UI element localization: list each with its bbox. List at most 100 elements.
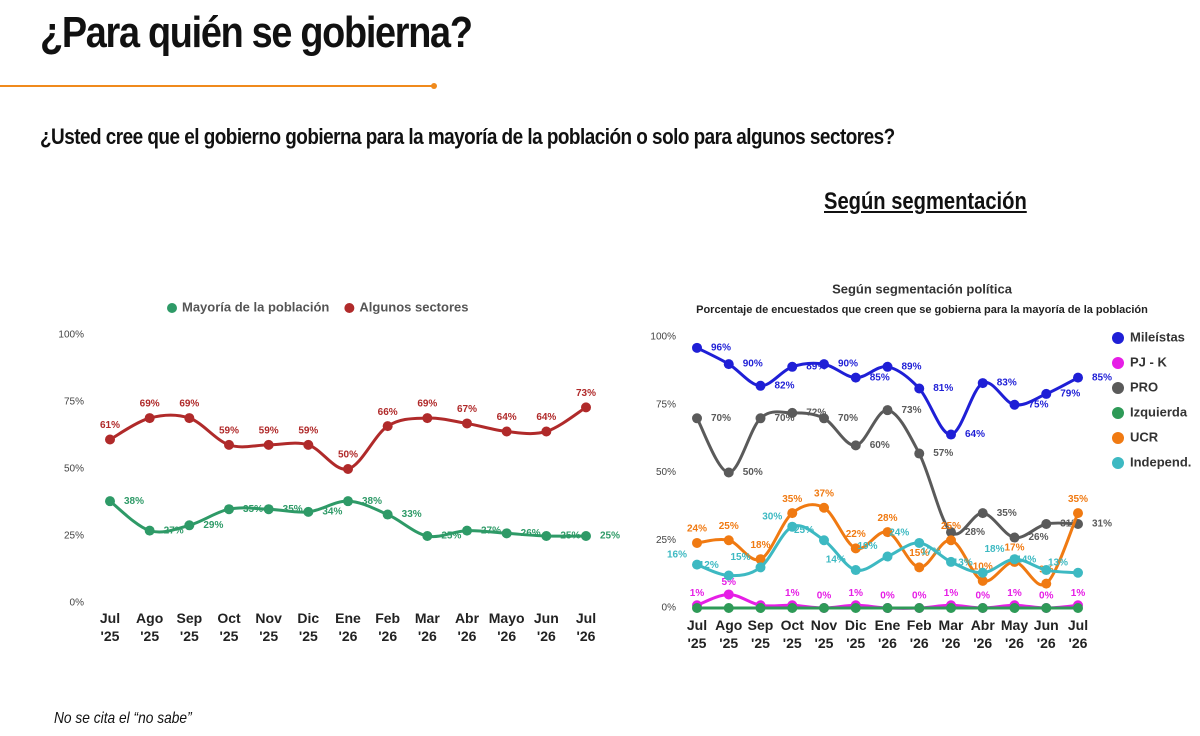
data-point bbox=[850, 565, 861, 576]
data-label: 1% bbox=[849, 588, 864, 599]
legend-label: Mayoría de la población bbox=[182, 299, 329, 314]
data-label: 85% bbox=[870, 372, 890, 383]
data-label: 18% bbox=[984, 544, 1004, 555]
data-label: 25% bbox=[560, 531, 580, 542]
data-point bbox=[946, 603, 956, 613]
data-label: 19% bbox=[857, 541, 877, 552]
data-label: 83% bbox=[997, 378, 1017, 389]
data-point bbox=[581, 531, 591, 541]
data-label: 25% bbox=[719, 521, 739, 532]
data-point bbox=[882, 361, 893, 372]
data-point bbox=[692, 413, 702, 424]
x-tick-label: Jul '25 bbox=[99, 610, 121, 644]
data-point bbox=[105, 496, 115, 507]
data-point bbox=[501, 426, 512, 437]
data-point bbox=[692, 537, 702, 548]
data-label: 13% bbox=[953, 557, 973, 568]
data-label: 27% bbox=[481, 525, 501, 536]
data-point bbox=[755, 562, 766, 573]
data-point bbox=[946, 535, 956, 546]
data-point bbox=[382, 509, 393, 520]
data-point bbox=[1009, 554, 1020, 565]
data-point bbox=[501, 528, 512, 539]
data-point bbox=[144, 525, 155, 536]
data-label: 10% bbox=[973, 562, 993, 573]
data-point bbox=[105, 434, 115, 445]
y-tick-label: 0% bbox=[70, 598, 85, 609]
data-label: 13% bbox=[1048, 557, 1068, 568]
data-point bbox=[1041, 565, 1052, 576]
data-label: 25% bbox=[941, 521, 961, 532]
data-label: 72% bbox=[806, 408, 826, 419]
data-label: 15% bbox=[730, 552, 750, 563]
data-label: 35% bbox=[283, 504, 303, 515]
data-point bbox=[723, 535, 734, 546]
data-label: 1% bbox=[944, 588, 959, 599]
data-label: 27% bbox=[164, 525, 184, 536]
data-label: 69% bbox=[140, 399, 160, 410]
data-label: 22% bbox=[846, 529, 866, 540]
data-point bbox=[787, 361, 798, 372]
data-label: 28% bbox=[965, 527, 985, 538]
y-tick-label: 75% bbox=[656, 399, 676, 410]
page-title: ¿Para quién se gobierna? bbox=[40, 8, 473, 57]
data-point bbox=[541, 531, 552, 541]
data-point bbox=[541, 426, 552, 437]
x-tick-label: Jul '26 bbox=[1067, 617, 1089, 651]
data-label: 59% bbox=[219, 426, 239, 437]
data-label: 73% bbox=[902, 405, 922, 416]
footnote: No se cita el “no sabe” bbox=[54, 710, 192, 727]
legend-marker bbox=[1112, 357, 1124, 369]
data-point bbox=[382, 421, 393, 432]
chart-title: Según segmentación política bbox=[832, 281, 1013, 296]
data-point bbox=[755, 380, 766, 391]
data-label: 1% bbox=[1007, 588, 1022, 599]
x-tick-label: Jun '26 bbox=[533, 610, 559, 644]
data-label: 85% bbox=[1092, 372, 1112, 383]
data-point bbox=[422, 413, 433, 424]
data-label: 34% bbox=[322, 507, 342, 518]
data-point bbox=[914, 537, 925, 548]
legend-marker bbox=[344, 303, 355, 313]
data-point bbox=[946, 556, 956, 567]
data-point bbox=[723, 467, 734, 478]
data-point bbox=[263, 439, 274, 450]
legend-marker bbox=[1112, 432, 1124, 444]
data-point bbox=[263, 504, 274, 515]
data-point bbox=[819, 502, 829, 513]
data-label: 90% bbox=[743, 359, 763, 370]
data-label: 16% bbox=[667, 549, 687, 560]
data-label: 5% bbox=[722, 577, 737, 588]
data-label: 14% bbox=[826, 555, 846, 566]
data-label: 61% bbox=[100, 420, 120, 431]
x-tick-label: Dic '25 bbox=[297, 610, 320, 644]
data-label: 60% bbox=[870, 440, 890, 451]
data-point bbox=[977, 603, 988, 613]
data-label: 35% bbox=[243, 504, 263, 515]
x-tick-label: Jul '25 bbox=[686, 617, 708, 651]
data-point bbox=[303, 439, 314, 450]
data-label: 35% bbox=[997, 508, 1017, 519]
data-point bbox=[946, 527, 956, 538]
data-label: 66% bbox=[378, 407, 398, 418]
data-label: 38% bbox=[362, 496, 382, 507]
x-tick-label: Ene '26 bbox=[874, 617, 901, 651]
legend-marker bbox=[1112, 457, 1124, 469]
data-label: 14% bbox=[1016, 555, 1036, 566]
data-point bbox=[1009, 399, 1020, 410]
data-point bbox=[692, 559, 702, 570]
data-point bbox=[581, 402, 591, 413]
data-label: 33% bbox=[402, 509, 422, 520]
data-label: 69% bbox=[417, 399, 437, 410]
data-label: 35% bbox=[782, 494, 802, 505]
data-point bbox=[914, 562, 925, 573]
legend-label: PJ - K bbox=[1130, 354, 1167, 369]
data-label: 0% bbox=[817, 591, 832, 602]
data-point bbox=[977, 575, 988, 586]
legend-marker bbox=[1112, 407, 1124, 419]
chart-subtitle: Porcentaje de encuestados que creen que … bbox=[696, 304, 1148, 316]
x-tick-label: Abr '26 bbox=[970, 617, 995, 651]
data-label: 37% bbox=[814, 488, 834, 499]
y-tick-label: 100% bbox=[58, 330, 84, 341]
